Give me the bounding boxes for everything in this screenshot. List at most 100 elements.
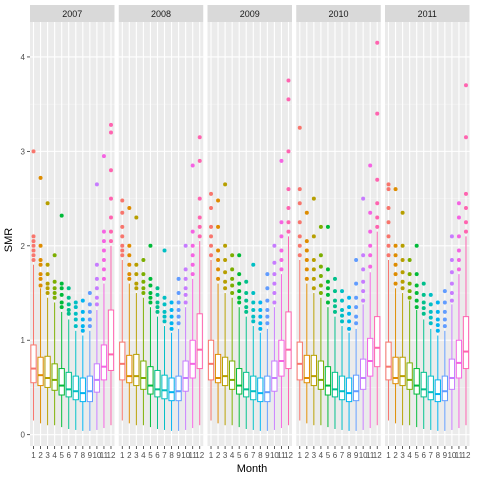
outlier-point — [251, 262, 256, 267]
outlier-point — [332, 289, 337, 294]
outlier-point — [190, 262, 195, 267]
outlier-point — [368, 163, 373, 168]
outlier-point — [354, 314, 359, 319]
box — [51, 363, 58, 391]
outlier-point — [237, 289, 242, 294]
outlier-point — [279, 158, 284, 163]
outlier-point — [216, 276, 221, 281]
x-tick-label: 2 — [38, 451, 43, 460]
x-tick-label: 8 — [169, 451, 174, 460]
outlier-point — [407, 289, 412, 294]
box — [285, 311, 292, 370]
box — [44, 355, 51, 388]
boxplot-month-1 — [30, 149, 37, 421]
outlier-point — [183, 300, 188, 305]
outlier-point — [31, 257, 36, 262]
x-tick-label: 8 — [436, 451, 441, 460]
x-tick-label: 11 — [100, 451, 109, 460]
outlier-point — [375, 201, 380, 206]
x-tick-label: 8 — [258, 451, 263, 460]
outlier-point — [31, 248, 36, 253]
outlier-point — [449, 298, 454, 303]
facet-panel-2011 — [385, 22, 470, 446]
outlier-point — [311, 276, 316, 281]
outlier-point — [87, 309, 92, 314]
outlier-point — [258, 326, 263, 331]
x-tick-label: 7 — [340, 451, 345, 460]
outlier-point — [463, 229, 468, 234]
boxplot-month-4 — [51, 253, 58, 426]
x-tick-label: 10 — [270, 451, 279, 460]
x-tick-label: 5 — [326, 451, 331, 460]
outlier-point — [340, 313, 345, 318]
boxplot-month-8 — [434, 300, 441, 431]
outlier-point — [120, 224, 125, 229]
outlier-point — [108, 130, 113, 135]
boxplot-month-5 — [58, 213, 65, 428]
outlier-point — [45, 201, 50, 206]
panel-background — [385, 22, 470, 446]
outlier-point — [400, 286, 405, 291]
outlier-point — [127, 262, 132, 267]
outlier-point — [38, 272, 43, 277]
boxplot-month-12 — [462, 83, 470, 426]
boxplot-month-6 — [331, 276, 339, 430]
outlier-point — [197, 158, 202, 163]
outlier-point — [169, 321, 174, 326]
outlier-point — [230, 276, 235, 281]
outlier-point — [393, 243, 398, 248]
outlier-point — [59, 292, 64, 297]
x-tick-label: 9 — [176, 451, 181, 460]
outlier-point — [230, 291, 235, 296]
outlier-point — [66, 302, 71, 307]
outlier-point — [230, 253, 235, 258]
outlier-point — [442, 309, 447, 314]
outlier-point — [127, 272, 132, 277]
outlier-point — [375, 215, 380, 220]
outlier-point — [318, 283, 323, 288]
x-tick-label: 5 — [59, 451, 64, 460]
x-tick-label: 2 — [216, 451, 221, 460]
outlier-point — [347, 295, 352, 300]
outlier-point — [183, 286, 188, 291]
outlier-point — [183, 276, 188, 281]
boxplot-month-6 — [65, 286, 72, 430]
outlier-point — [393, 187, 398, 192]
box — [420, 371, 427, 398]
box — [100, 344, 108, 381]
outlier-point — [127, 206, 132, 211]
x-tick-label: 2 — [305, 451, 310, 460]
facet-strip-label: 2007 — [62, 9, 82, 19]
x-tick-label: 6 — [155, 451, 160, 460]
x-tick-label: 2 — [393, 451, 398, 460]
outlier-point — [347, 311, 352, 316]
outlier-point — [31, 149, 36, 154]
outlier-point — [304, 276, 309, 281]
outlier-point — [108, 168, 113, 173]
outlier-point — [209, 206, 214, 211]
boxplot-month-12 — [374, 40, 381, 426]
outlier-point — [421, 311, 426, 316]
outlier-point — [101, 229, 106, 234]
outlier-point — [354, 321, 359, 326]
facet-strip-background — [118, 5, 204, 22]
box — [236, 368, 243, 395]
outlier-point — [463, 83, 468, 88]
outlier-point — [449, 234, 454, 239]
outlier-point — [38, 276, 43, 281]
outlier-point — [244, 305, 249, 310]
outlier-point — [120, 210, 125, 215]
outlier-point — [127, 243, 132, 248]
facet-strip-background — [296, 5, 381, 22]
facet-strip-background — [30, 5, 115, 22]
outlier-point — [414, 305, 419, 310]
box — [448, 358, 456, 390]
outlier-point — [223, 286, 228, 291]
outlier-point — [368, 243, 373, 248]
box — [30, 344, 37, 384]
x-axis-title: Month — [237, 463, 268, 475]
outlier-point — [134, 215, 139, 220]
facet-strip-background — [385, 5, 470, 22]
x-tick-label: 3 — [400, 451, 405, 460]
outlier-point — [265, 314, 270, 319]
